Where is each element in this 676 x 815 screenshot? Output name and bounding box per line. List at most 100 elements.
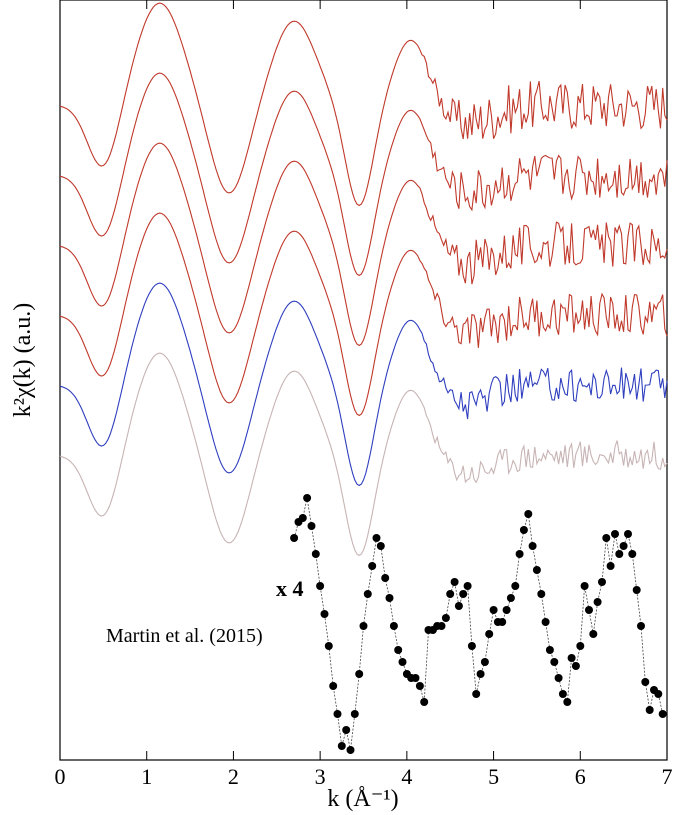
scatter-point <box>550 658 559 666</box>
scatter-point <box>515 550 524 558</box>
scatter-series <box>290 494 667 754</box>
scatter-point <box>485 630 494 638</box>
scatter-point <box>303 494 312 502</box>
y-axis-title: k²χ(k) (a.u.) <box>10 303 36 417</box>
scatter-point <box>537 590 546 598</box>
scatter-point <box>545 646 554 654</box>
scatter-point <box>411 674 420 682</box>
scatter-point <box>324 642 333 650</box>
scatter-point <box>446 590 455 598</box>
series-line-5 <box>59 282 668 487</box>
scatter-point <box>576 642 585 650</box>
scatter-point <box>641 678 650 686</box>
scatter-point <box>489 606 498 614</box>
scatter-point <box>359 622 368 630</box>
scatter-point <box>350 710 359 718</box>
scatter-point <box>454 602 463 610</box>
scatter-point <box>467 642 476 650</box>
scatter-point <box>450 578 459 586</box>
x-tick-label-4: 4 <box>401 764 412 789</box>
scatter-point <box>637 622 645 630</box>
scatter-point <box>329 682 338 690</box>
scatter-point <box>290 534 299 542</box>
scatter-point <box>420 698 429 706</box>
scatter-point <box>311 550 320 558</box>
scatter-point <box>571 662 580 670</box>
x-tick-label-5: 5 <box>488 764 499 789</box>
scatter-point <box>459 590 468 598</box>
scatter-point <box>519 526 528 534</box>
scatter-point <box>619 542 628 550</box>
scatter-point <box>589 630 598 638</box>
x-tick-labels: 0 1 2 3 4 5 6 7 <box>55 764 673 789</box>
scatter-point <box>628 550 637 558</box>
scatter-point <box>472 690 481 698</box>
scatter-point <box>532 566 541 574</box>
x-tick-label-6: 6 <box>575 764 586 789</box>
scatter-point <box>337 742 346 750</box>
scatter-point <box>498 618 507 626</box>
x-tick-label-3: 3 <box>315 764 326 789</box>
scatter-point <box>645 706 654 714</box>
scatter-point <box>567 654 576 662</box>
spectra-lines <box>59 2 668 557</box>
scatter-point <box>602 534 611 542</box>
scatter-point <box>506 594 515 602</box>
scatter-point <box>654 690 663 698</box>
scatter-point <box>511 582 520 590</box>
scatter-point <box>437 622 446 630</box>
scatter-point <box>580 582 589 590</box>
scatter-point <box>480 658 489 666</box>
scatter-point <box>389 622 398 630</box>
plot-frame <box>59 0 668 761</box>
scatter-point <box>320 610 329 618</box>
scatter-point <box>476 670 485 678</box>
scatter-point <box>606 562 615 570</box>
scatter-point <box>554 674 563 682</box>
scatter-point <box>363 590 372 598</box>
x-tick-label-2: 2 <box>228 764 239 789</box>
scatter-point <box>541 618 550 626</box>
scatter-point <box>368 562 377 570</box>
series-line-3 <box>59 142 668 347</box>
scatter-point <box>355 670 364 678</box>
series-line-6 <box>59 352 668 557</box>
scatter-point <box>398 658 407 666</box>
scatter-point <box>624 530 632 538</box>
x-tick-label-1: 1 <box>141 764 152 789</box>
series-line-4 <box>59 212 668 417</box>
series-line-1 <box>59 2 668 207</box>
scatter-point <box>298 514 307 522</box>
scatter-point <box>563 698 572 706</box>
series-line-2 <box>59 72 668 277</box>
scatter-point <box>394 646 403 654</box>
scatter-point <box>524 510 533 518</box>
scatter-point <box>342 726 351 734</box>
scatter-point <box>585 606 593 614</box>
annotation-x4: x 4 <box>276 576 304 601</box>
scatter-point <box>333 710 342 718</box>
scatter-point <box>611 530 619 538</box>
x-axis-title: k (Å⁻¹) <box>327 786 398 812</box>
scatter-point <box>346 746 355 754</box>
scatter-point <box>593 598 602 606</box>
scatter-point <box>632 586 641 594</box>
annotation-martin: Martin et al. (2015) <box>106 625 263 647</box>
x-tick-label-0: 0 <box>55 764 66 789</box>
scatter-point <box>558 690 567 698</box>
scatter-point <box>385 594 394 602</box>
scatter-point <box>307 522 316 530</box>
scatter-point <box>598 578 606 586</box>
scatter-point <box>415 682 424 690</box>
scatter-point <box>528 542 537 550</box>
x-ticks <box>59 0 668 760</box>
scatter-point <box>658 710 667 718</box>
scatter-point <box>381 574 390 582</box>
scatter-point <box>376 542 385 550</box>
scatter-point <box>463 582 472 590</box>
x-tick-label-7: 7 <box>662 764 673 789</box>
scatter-point <box>615 550 624 558</box>
scatter-point <box>502 606 511 614</box>
scatter-point <box>316 582 325 590</box>
